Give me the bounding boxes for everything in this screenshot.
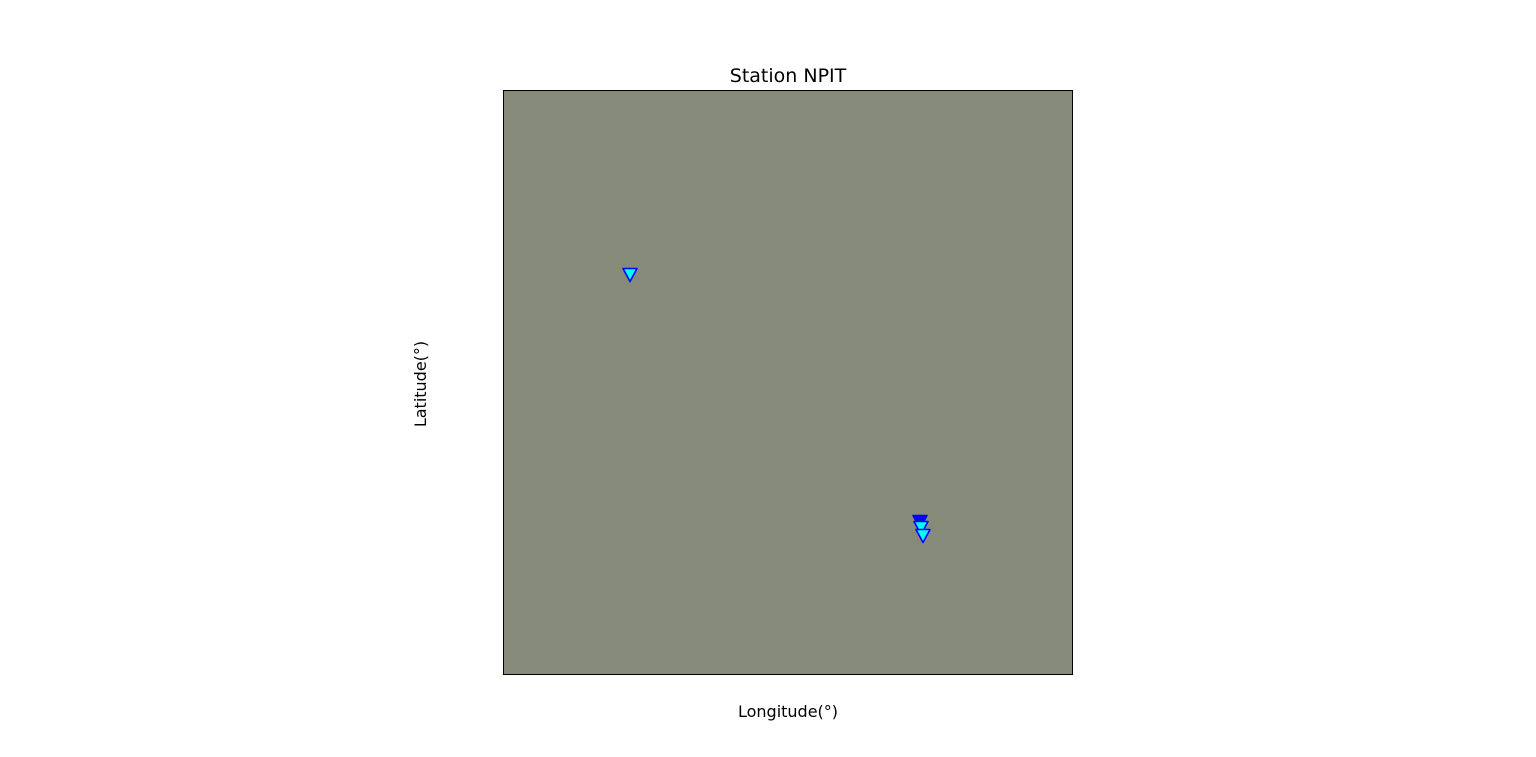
map-axes bbox=[503, 90, 1073, 675]
map-canvas bbox=[504, 91, 1072, 674]
map-title: Station NPIT bbox=[729, 65, 847, 87]
y-axis-label: Latitude(°) bbox=[411, 340, 430, 428]
station-markers bbox=[622, 267, 931, 544]
station-marker-icon bbox=[913, 520, 929, 536]
x-axis-label: Longitude(°) bbox=[737, 702, 839, 721]
station-marker-icon bbox=[915, 528, 931, 544]
land-background bbox=[504, 91, 1072, 674]
station-marker-icon bbox=[622, 267, 638, 283]
